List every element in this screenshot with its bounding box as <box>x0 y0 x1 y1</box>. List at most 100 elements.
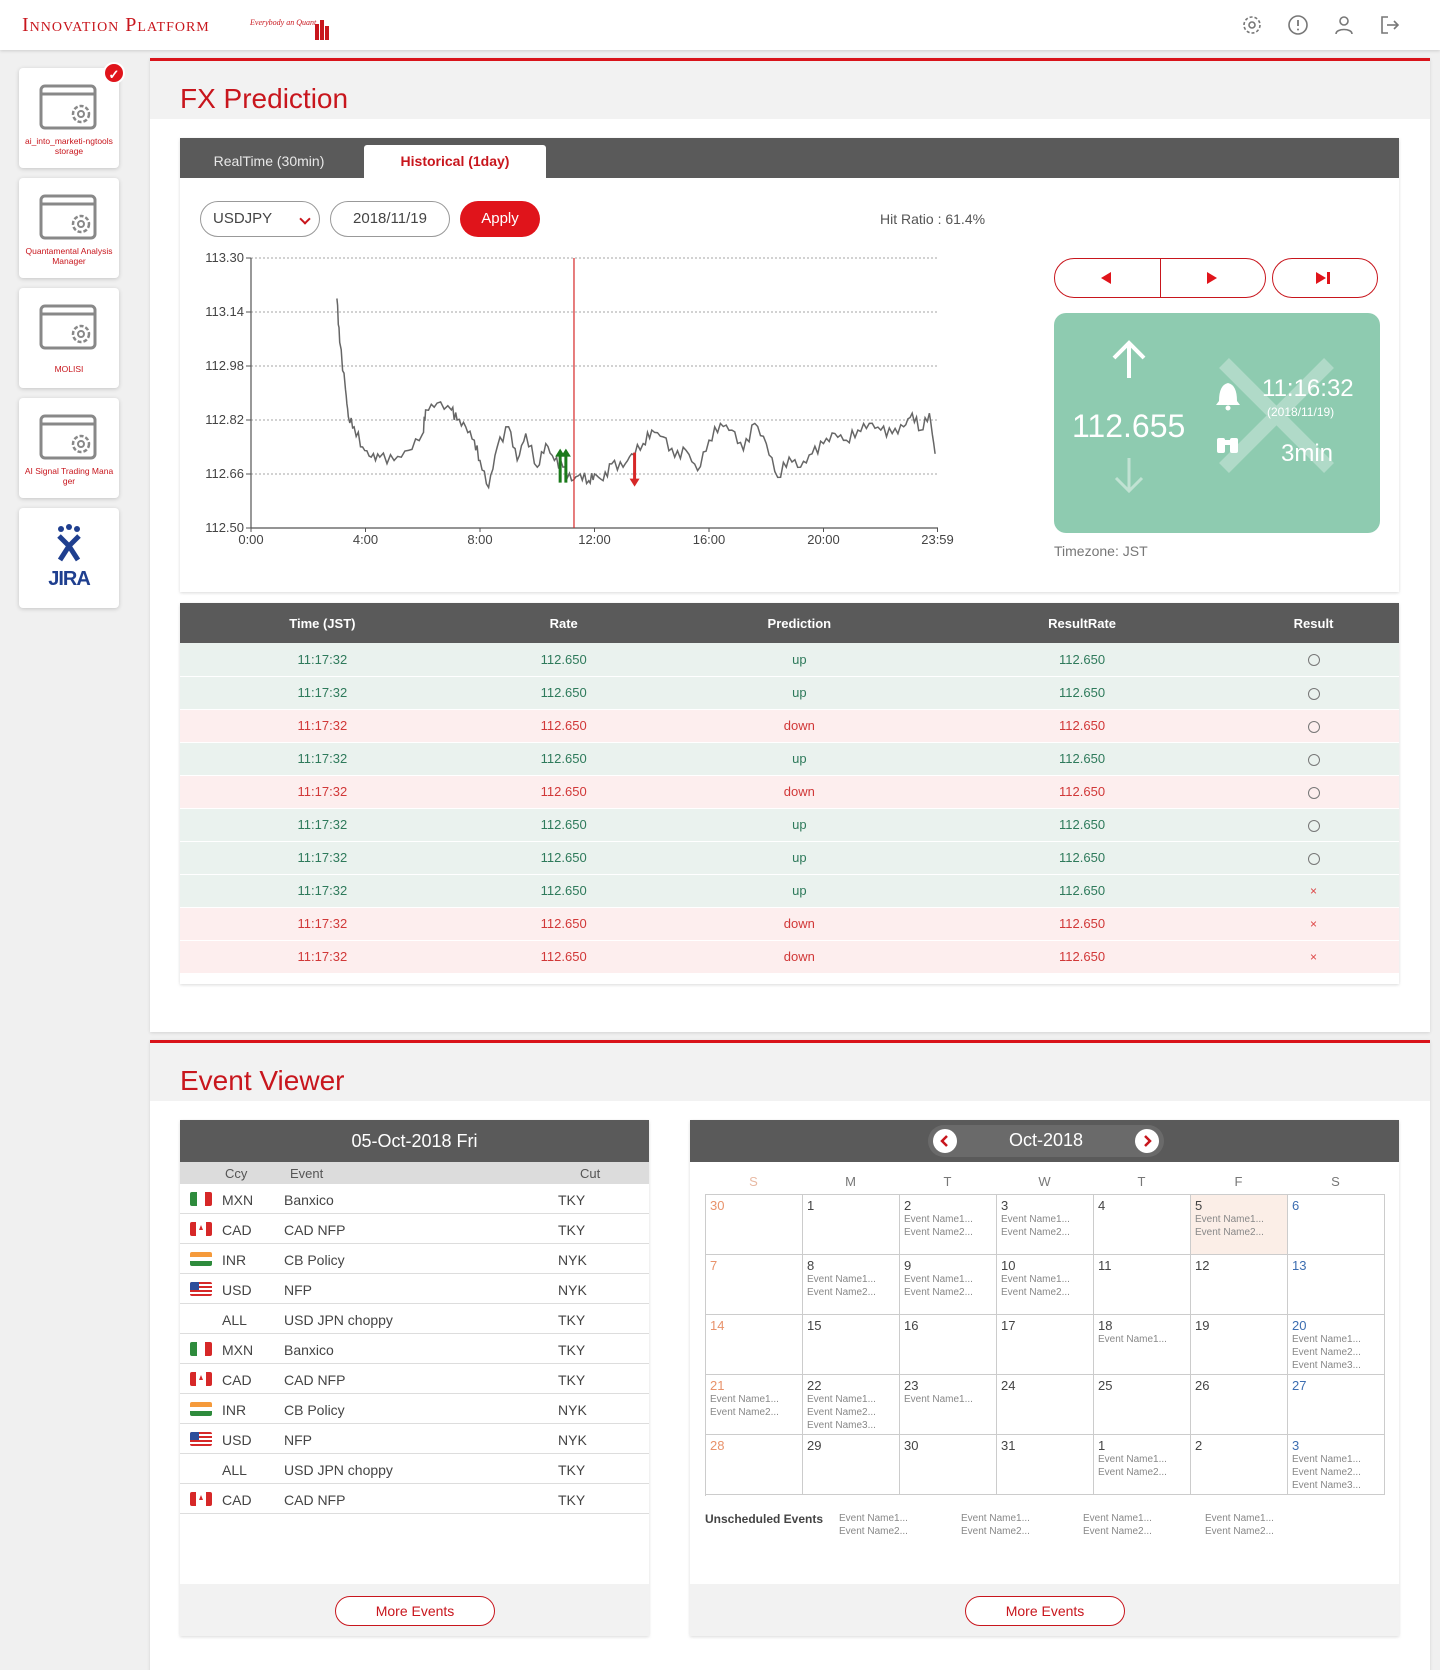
calendar-day[interactable]: 17 <box>997 1315 1094 1375</box>
more-events-button[interactable]: More Events <box>965 1596 1125 1626</box>
col-rate[interactable]: Rate <box>464 603 663 643</box>
app-tile-molisi[interactable]: MOLISI <box>19 288 119 388</box>
calendar-event[interactable]: Event Name1... <box>1292 1454 1361 1465</box>
calendar-day[interactable]: 21 Event Name1... Event Name2... <box>706 1375 803 1435</box>
calendar-day[interactable]: 30 <box>900 1435 997 1495</box>
event-row[interactable]: INR CB Policy NYK <box>180 1394 649 1424</box>
app-tile-jira[interactable]: JIRA <box>19 508 119 608</box>
calendar-event[interactable]: Event Name2... <box>1098 1467 1167 1478</box>
col-time[interactable]: Time (JST) <box>180 603 465 643</box>
calendar-day[interactable]: 20 Event Name1... Event Name2... Event Name… <box>1288 1315 1385 1375</box>
currency-pair-select[interactable]: USDJPY <box>200 201 320 237</box>
calendar-day[interactable]: 15 <box>803 1315 900 1375</box>
unscheduled-event[interactable]: Event Name1... <box>839 1513 908 1524</box>
calendar-event[interactable]: Event Name1... <box>1098 1454 1167 1465</box>
calendar-day[interactable]: 18 Event Name1... <box>1094 1315 1191 1375</box>
calendar-day[interactable]: 1 Event Name1... Event Name2... <box>1094 1435 1191 1495</box>
event-row[interactable]: CAD CAD NFP TKY <box>180 1364 649 1394</box>
event-row[interactable]: CAD CAD NFP TKY <box>180 1484 649 1514</box>
calendar-event[interactable]: Event Name1... <box>904 1274 973 1285</box>
app-tile-storage[interactable]: ai_into_marketi-ngtoolsstorage ✓ <box>19 62 125 168</box>
app-tile-quantamental[interactable]: Quantamental Analysis Manager <box>19 178 119 278</box>
app-tile-ai-signal[interactable]: AI Signal Trading Manager <box>19 398 119 498</box>
event-row[interactable]: USD NFP NYK <box>180 1274 649 1304</box>
calendar-event[interactable]: Event Name3... <box>1292 1360 1361 1371</box>
calendar-event[interactable]: Event Name1... <box>1001 1214 1070 1225</box>
calendar-event[interactable]: Event Name1... <box>904 1214 973 1225</box>
gear-icon[interactable] <box>1240 13 1264 37</box>
calendar-day[interactable]: 31 <box>997 1435 1094 1495</box>
next-button[interactable] <box>1161 259 1266 297</box>
calendar-event[interactable]: Event Name3... <box>1292 1480 1361 1491</box>
calendar-day[interactable]: 24 <box>997 1375 1094 1435</box>
prev-month-button[interactable] <box>933 1129 957 1153</box>
skip-to-end-button[interactable] <box>1272 258 1378 298</box>
previous-button[interactable] <box>1055 259 1160 297</box>
calendar-event[interactable]: Event Name1... <box>1001 1274 1070 1285</box>
tab-historical[interactable]: Historical (1day) <box>364 145 546 178</box>
calendar-day[interactable]: 2 Event Name1... Event Name2... <box>900 1195 997 1255</box>
col-prediction[interactable]: Prediction <box>662 603 937 643</box>
calendar-day[interactable]: 3 Event Name1... Event Name2... <box>997 1195 1094 1255</box>
table-row[interactable]: 11:17:32 112.650 up 112.650 <box>180 808 1399 842</box>
calendar-day[interactable]: 3 Event Name1... Event Name2... Event Name3… <box>1288 1435 1385 1495</box>
unscheduled-event[interactable]: Event Name1... <box>961 1513 1030 1524</box>
unscheduled-event[interactable]: Event Name2... <box>1083 1526 1152 1537</box>
table-row[interactable]: 11:17:32 112.650 up 112.650 <box>180 841 1399 875</box>
calendar-day[interactable]: 8 Event Name1... Event Name2... <box>803 1255 900 1315</box>
calendar-event[interactable]: Event Name2... <box>1292 1347 1361 1358</box>
calendar-day[interactable]: 29 <box>803 1435 900 1495</box>
calendar-day[interactable]: 10 Event Name1... Event Name2... <box>997 1255 1094 1315</box>
event-row[interactable]: CAD CAD NFP TKY <box>180 1214 649 1244</box>
calendar-day[interactable]: 19 <box>1191 1315 1288 1375</box>
calendar-event[interactable]: Event Name1... <box>807 1274 876 1285</box>
calendar-event[interactable]: Event Name1... <box>807 1394 876 1405</box>
calendar-day[interactable]: 23 Event Name1... <box>900 1375 997 1435</box>
table-row[interactable]: 11:17:32 112.650 up 112.650 <box>180 643 1399 677</box>
table-row[interactable]: 11:17:32 112.650 up 112.650 <box>180 742 1399 776</box>
event-row[interactable]: MXN Banxico TKY <box>180 1334 649 1364</box>
calendar-event[interactable]: Event Name1... <box>1098 1334 1167 1345</box>
table-row[interactable]: 11:17:32 112.650 down 112.650 <box>180 775 1399 809</box>
calendar-day[interactable]: 22 Event Name1... Event Name2... Event Name… <box>803 1375 900 1435</box>
table-row[interactable]: 11:17:32 112.650 down 112.650 × <box>180 907 1399 941</box>
more-events-button[interactable]: More Events <box>335 1596 495 1626</box>
calendar-day[interactable]: 25 <box>1094 1375 1191 1435</box>
calendar-day[interactable]: 13 <box>1288 1255 1385 1315</box>
date-input[interactable]: 2018/11/19 <box>330 201 450 237</box>
event-row[interactable]: USD NFP NYK <box>180 1424 649 1454</box>
apply-button[interactable]: Apply <box>460 201 540 237</box>
tab-realtime[interactable]: RealTime (30min) <box>213 153 325 169</box>
calendar-day[interactable]: 6 <box>1288 1195 1385 1255</box>
table-row[interactable]: 11:17:32 112.650 up 112.650 × <box>180 874 1399 908</box>
calendar-day[interactable]: 4 <box>1094 1195 1191 1255</box>
calendar-event[interactable]: Event Name2... <box>904 1227 973 1238</box>
calendar-event[interactable]: Event Name2... <box>807 1287 876 1298</box>
table-row[interactable]: 11:17:32 112.650 down 112.650 × <box>180 940 1399 974</box>
calendar-day[interactable]: 9 Event Name1... Event Name2... <box>900 1255 997 1315</box>
calendar-day[interactable]: 28 <box>706 1435 803 1495</box>
event-row[interactable]: ALL USD JPN choppy TKY <box>180 1304 649 1334</box>
unscheduled-event[interactable]: Event Name2... <box>839 1526 908 1537</box>
calendar-day[interactable]: 27 <box>1288 1375 1385 1435</box>
unscheduled-event[interactable]: Event Name2... <box>1205 1526 1274 1537</box>
calendar-day[interactable]: 30 <box>706 1195 803 1255</box>
next-month-button[interactable] <box>1135 1129 1159 1153</box>
calendar-event[interactable]: Event Name2... <box>1195 1227 1264 1238</box>
calendar-event[interactable]: Event Name1... <box>1292 1334 1361 1345</box>
calendar-day[interactable]: 1 <box>803 1195 900 1255</box>
calendar-event[interactable]: Event Name2... <box>1001 1227 1070 1238</box>
app-logo[interactable]: Innovation Platform <box>22 14 210 36</box>
unscheduled-event[interactable]: Event Name1... <box>1205 1513 1274 1524</box>
user-icon[interactable] <box>1332 13 1356 37</box>
unscheduled-event[interactable]: Event Name2... <box>961 1526 1030 1537</box>
calendar-day[interactable]: 5 Event Name1... Event Name2... <box>1191 1195 1288 1255</box>
calendar-day[interactable]: 14 <box>706 1315 803 1375</box>
calendar-event[interactable]: Event Name2... <box>710 1407 779 1418</box>
calendar-event[interactable]: Event Name2... <box>807 1407 876 1418</box>
table-row[interactable]: 11:17:32 112.650 down 112.650 <box>180 709 1399 743</box>
calendar-event[interactable]: Event Name1... <box>710 1394 779 1405</box>
calendar-day[interactable]: 7 <box>706 1255 803 1315</box>
calendar-event[interactable]: Event Name1... <box>904 1394 973 1405</box>
event-row[interactable]: MXN Banxico TKY <box>180 1184 649 1214</box>
